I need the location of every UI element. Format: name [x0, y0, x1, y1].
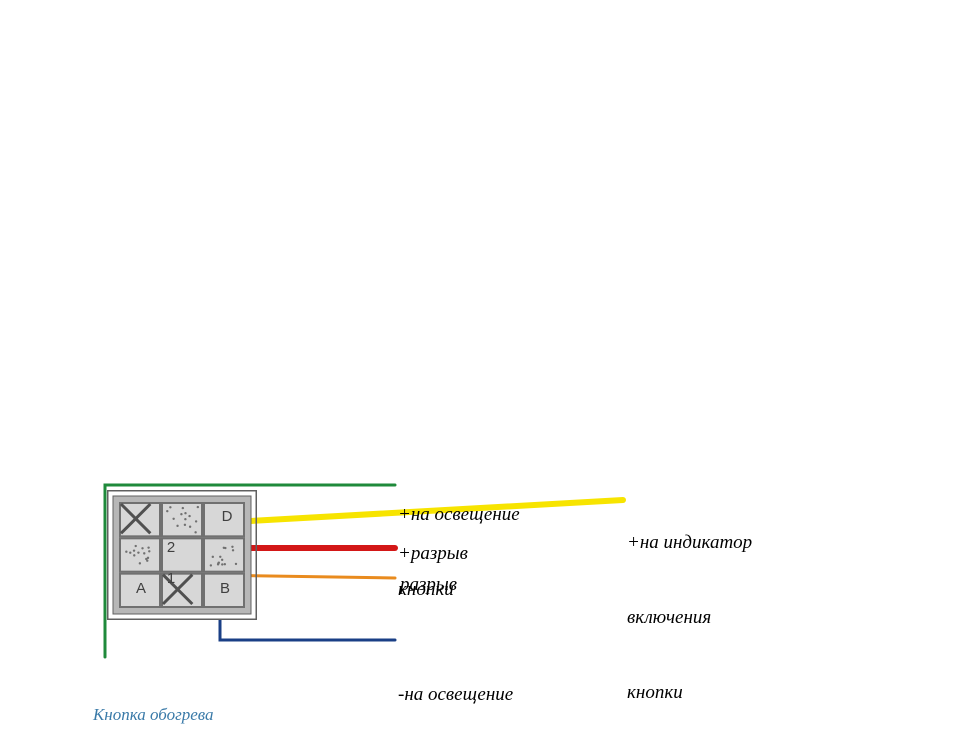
- label-indicator-l1: +на индикатор: [627, 530, 752, 555]
- label-indicator-l3: кнопки: [627, 680, 752, 705]
- label-lighting-minus: -на освещение кнопки: [398, 632, 513, 750]
- label-split: разрыв: [400, 572, 457, 597]
- pin-label-2: 2: [163, 539, 179, 556]
- label-lighting-plus-l1: +на освещение: [398, 502, 520, 527]
- label-indicator: +на индикатор включения кнопки: [627, 480, 752, 750]
- pin-label-1: 1: [163, 570, 179, 587]
- label-indicator-l2: включения: [627, 605, 752, 630]
- pin-label-b: B: [217, 580, 233, 597]
- wire-blue: [220, 620, 395, 640]
- label-split-plus: +разрыв: [398, 541, 468, 566]
- pin-label-d: D: [219, 508, 235, 525]
- diagram-title-l1: Кнопка обогрева: [93, 704, 214, 726]
- pin-label-a: A: [133, 580, 149, 597]
- wiring-diagram: A B D 1 2 +на освещение кнопки +разрыв р…: [0, 0, 960, 750]
- diagram-title: Кнопка обогрева зеднего стекла: [93, 660, 214, 750]
- label-lighting-minus-l1: -на освещение: [398, 682, 513, 707]
